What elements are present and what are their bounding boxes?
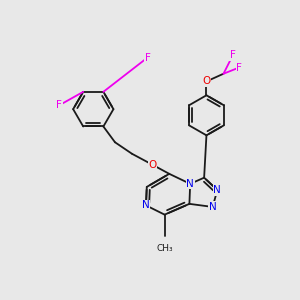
Text: N: N xyxy=(213,185,221,195)
Text: F: F xyxy=(145,52,151,63)
Text: N: N xyxy=(142,200,150,210)
Text: O: O xyxy=(202,76,211,86)
Text: N: N xyxy=(209,202,217,212)
Text: CH₃: CH₃ xyxy=(156,244,173,253)
Text: N: N xyxy=(186,179,194,189)
Text: F: F xyxy=(230,50,236,60)
Text: F: F xyxy=(236,63,242,73)
Text: F: F xyxy=(56,100,62,110)
Text: O: O xyxy=(148,160,156,170)
